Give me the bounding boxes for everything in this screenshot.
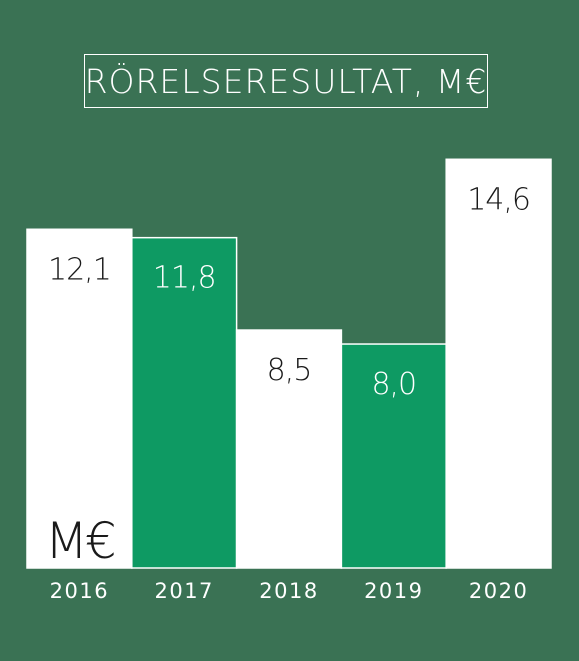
x-tick-label-2017: 2017 [154,579,213,603]
x-tick-label-2016: 2016 [50,579,109,603]
value-label-2019: 8,0 [371,367,416,402]
unit-label: M€ [45,512,114,570]
value-label-2018: 8,5 [267,353,312,388]
value-label-2016: 12,1 [48,252,111,287]
x-tick-label-2019: 2019 [364,579,423,603]
bar-2016 [26,228,133,569]
x-tick-label-2020: 2020 [469,579,528,603]
value-label-2017: 11,8 [153,261,216,296]
bar-2019 [340,343,447,569]
bar-2020 [445,158,552,569]
chart-title: RÖRELSERESULTAT, M€ [84,54,488,108]
x-tick-label-2018: 2018 [259,579,318,603]
value-label-2020: 14,6 [467,182,530,217]
bar-2017 [131,236,238,569]
bar-2018 [235,329,343,569]
